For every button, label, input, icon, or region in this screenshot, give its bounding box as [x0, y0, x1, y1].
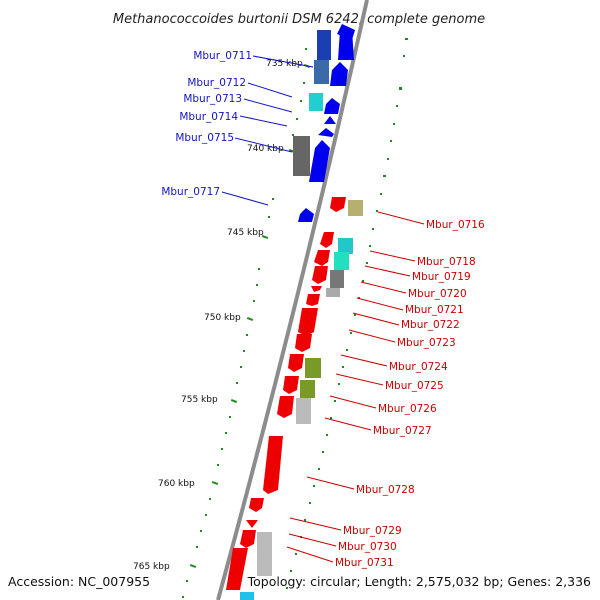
gene-label: Mbur_0731 — [335, 557, 394, 569]
gene-label: Mbur_0729 — [343, 525, 402, 537]
gene-label: Mbur_0716 — [426, 219, 485, 231]
left-leader-lines — [221, 55, 314, 206]
gene-label: Mbur_0717 — [161, 186, 220, 198]
gene-label: Mbur_0728 — [356, 484, 415, 496]
forward-strand-genes — [293, 24, 355, 222]
gene-label: Mbur_0719 — [412, 271, 471, 283]
reverse-strand-genes — [226, 197, 363, 600]
tick-label: 735 kbp — [266, 59, 303, 69]
gene-label: Mbur_0720 — [408, 288, 467, 300]
gene-label: Mbur_0714 — [179, 111, 238, 123]
tick-label: 755 kbp — [181, 395, 218, 405]
left-gene-labels: Mbur_0711 Mbur_0712 Mbur_0713 Mbur_0714 … — [161, 50, 252, 198]
gene-label: Mbur_0730 — [338, 541, 397, 553]
gene-label: Mbur_0711 — [193, 50, 252, 62]
kbp-labels: 735 kbp 740 kbp 745 kbp 750 kbp 755 kbp … — [133, 59, 303, 572]
map-title: Methanococcoides burtonii DSM 6242, comp… — [113, 12, 485, 27]
topology-text: Topology: circular; Length: 2,575,032 bp… — [247, 574, 591, 589]
tick-label: 765 kbp — [133, 562, 170, 572]
gene-label: Mbur_0718 — [417, 256, 476, 268]
gene-label: Mbur_0723 — [397, 337, 456, 349]
tick-label: 740 kbp — [247, 144, 284, 154]
tick-label: 745 kbp — [227, 228, 264, 238]
accession-text: Accession: NC_007955 — [8, 574, 150, 589]
outer-dotted-ring — [286, 38, 408, 589]
gene-label: Mbur_0727 — [373, 425, 432, 437]
gene-label: Mbur_0713 — [183, 93, 242, 105]
gene-label: Mbur_0725 — [385, 380, 444, 392]
gene-label: Mbur_0721 — [405, 304, 464, 316]
inner-dotted-ring — [182, 48, 307, 598]
right-gene-labels: Mbur_0716 Mbur_0718 Mbur_0719 Mbur_0720 … — [335, 219, 485, 569]
right-leader-lines — [286, 211, 425, 563]
gene-label: Mbur_0712 — [187, 77, 246, 89]
tick-label: 760 kbp — [158, 479, 195, 489]
gene-label: Mbur_0724 — [389, 361, 448, 373]
gene-label: Mbur_0722 — [401, 319, 460, 331]
gene-label: Mbur_0726 — [378, 403, 437, 415]
tick-label: 750 kbp — [204, 313, 241, 323]
genome-backbone — [216, 0, 369, 600]
gene-label: Mbur_0715 — [175, 132, 234, 144]
